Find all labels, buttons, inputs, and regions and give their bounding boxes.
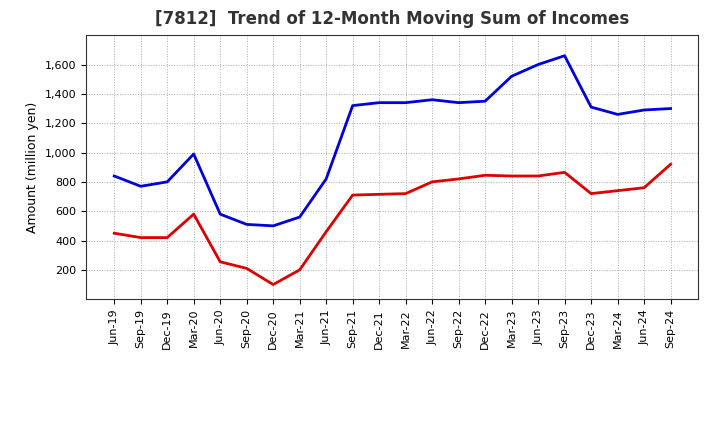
Title: [7812]  Trend of 12-Month Moving Sum of Incomes: [7812] Trend of 12-Month Moving Sum of I… <box>156 10 629 28</box>
Y-axis label: Amount (million yen): Amount (million yen) <box>27 102 40 233</box>
Net Income <box>428 179 436 184</box>
Ordinary Income <box>428 97 436 103</box>
Net Income <box>401 191 410 196</box>
Ordinary Income <box>666 106 675 111</box>
Line: Net Income: Net Income <box>114 164 670 285</box>
Net Income <box>640 185 649 191</box>
Ordinary Income <box>295 214 304 220</box>
Net Income <box>216 259 225 264</box>
Ordinary Income <box>269 223 277 228</box>
Ordinary Income <box>136 183 145 189</box>
Net Income <box>508 173 516 179</box>
Ordinary Income <box>375 100 384 105</box>
Net Income <box>666 161 675 167</box>
Ordinary Income <box>613 112 622 117</box>
Net Income <box>163 235 171 240</box>
Ordinary Income <box>481 99 490 104</box>
Ordinary Income <box>534 62 542 67</box>
Ordinary Income <box>508 73 516 79</box>
Ordinary Income <box>110 173 119 179</box>
Ordinary Income <box>243 222 251 227</box>
Ordinary Income <box>216 212 225 217</box>
Ordinary Income <box>454 100 463 105</box>
Net Income <box>613 188 622 193</box>
Ordinary Income <box>587 104 595 110</box>
Net Income <box>295 267 304 272</box>
Net Income <box>587 191 595 196</box>
Net Income <box>110 231 119 236</box>
Net Income <box>348 192 357 198</box>
Net Income <box>243 266 251 271</box>
Ordinary Income <box>189 151 198 157</box>
Ordinary Income <box>560 53 569 59</box>
Net Income <box>481 172 490 178</box>
Net Income <box>534 173 542 179</box>
Net Income <box>269 282 277 287</box>
Net Income <box>189 212 198 217</box>
Net Income <box>454 176 463 182</box>
Ordinary Income <box>640 107 649 113</box>
Ordinary Income <box>348 103 357 108</box>
Net Income <box>322 229 330 235</box>
Net Income <box>560 170 569 175</box>
Net Income <box>375 192 384 197</box>
Ordinary Income <box>322 176 330 182</box>
Net Income <box>136 235 145 240</box>
Ordinary Income <box>401 100 410 105</box>
Line: Ordinary Income: Ordinary Income <box>114 56 670 226</box>
Ordinary Income <box>163 179 171 184</box>
